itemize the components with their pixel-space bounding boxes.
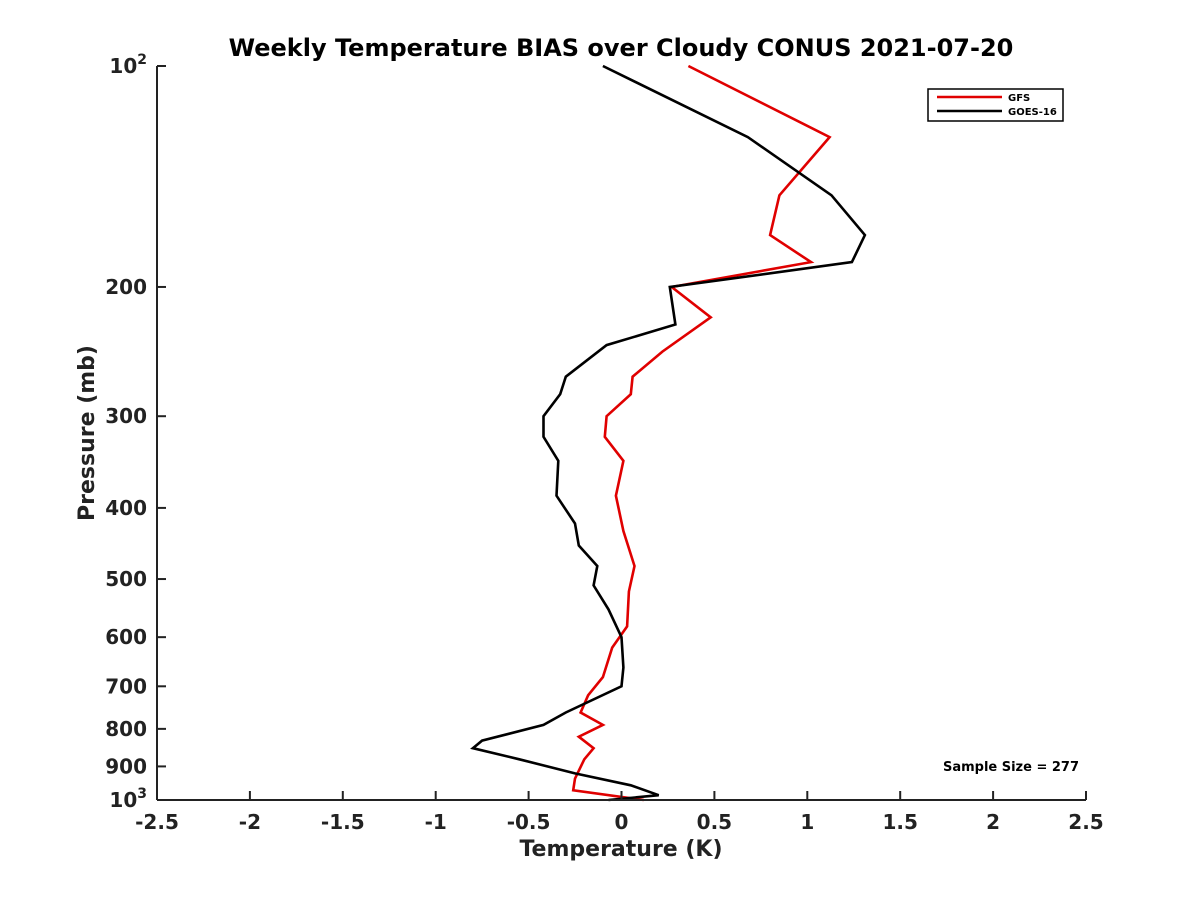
y-tick-label: 300 xyxy=(105,404,147,428)
y-tick-label: 103 xyxy=(109,786,147,812)
y-tick-label: 700 xyxy=(105,674,147,698)
y-tick-exponent: 3 xyxy=(137,786,147,802)
y-tick-label: 102 xyxy=(109,52,147,78)
x-tick-label: 1 xyxy=(800,810,814,834)
y-tick-label: 200 xyxy=(105,275,147,299)
x-tick-label: -2.5 xyxy=(135,810,179,834)
x-axis-label: Temperature (K) xyxy=(519,837,722,862)
series-layer xyxy=(470,64,867,802)
x-tick-label: 0.5 xyxy=(697,810,732,834)
x-tick-label: -0.5 xyxy=(507,810,551,834)
legend-box xyxy=(927,88,1064,122)
legend-label: GFS xyxy=(1008,93,1030,104)
y-tick-label: 500 xyxy=(105,567,147,591)
series-line-goes-16 xyxy=(470,64,867,802)
y-tick-label: 600 xyxy=(105,625,147,649)
x-tick-label: 1.5 xyxy=(882,810,917,834)
legend: GFS GOES-16 xyxy=(927,88,1064,122)
x-tick-label: 2 xyxy=(986,810,1000,834)
x-tick-label: -2 xyxy=(239,810,261,834)
x-tick-label: 0 xyxy=(615,810,629,834)
y-tick-label: 900 xyxy=(105,754,147,778)
legend-label: GOES-16 xyxy=(1008,107,1057,118)
axes-layer: -2.5 -2 -1.5 -1 -0.5 0 0.5 1 1.5 2 2.5 102 200 300 400… xyxy=(105,52,1103,834)
chart-title: Weekly Temperature BIAS over Cloudy CONU… xyxy=(229,34,1014,62)
sample-size-annotation: Sample Size = 277 xyxy=(943,760,1079,775)
series-line-gfs xyxy=(571,64,832,802)
x-tick-label: 2.5 xyxy=(1068,810,1103,834)
x-tick-label: -1.5 xyxy=(321,810,365,834)
x-tick-label: -1 xyxy=(425,810,447,834)
y-tick-label: 800 xyxy=(105,717,147,741)
y-tick-exponent: 2 xyxy=(137,52,147,68)
y-tick-label: 400 xyxy=(105,496,147,520)
y-axis-label: Pressure (mb) xyxy=(75,345,100,521)
